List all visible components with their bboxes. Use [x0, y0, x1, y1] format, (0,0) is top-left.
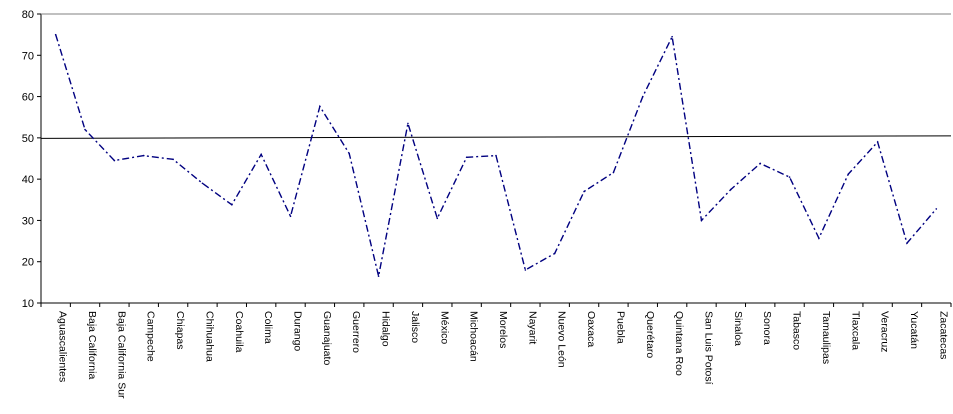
- category-label: Colima: [262, 311, 274, 344]
- data-point: [260, 153, 262, 156]
- data-point: [730, 188, 732, 191]
- data-point: [818, 237, 820, 239]
- category-label: Quintana Roo: [673, 311, 685, 376]
- y-axis: 10 20 30 40 50 60 70 80: [22, 9, 951, 310]
- data-point: [583, 190, 585, 193]
- data-point: [84, 128, 86, 131]
- y-tick-label: 80: [22, 9, 34, 21]
- data-point: [553, 252, 556, 255]
- category-label: Zacatecas: [937, 311, 949, 359]
- data-point: [935, 208, 938, 210]
- y-tick-label: 30: [22, 215, 34, 227]
- category-label: Campeche: [145, 311, 157, 362]
- series-group: [54, 33, 938, 277]
- category-labels: Aguascalientes Baja California Baja Califo…: [57, 311, 950, 399]
- category-label: Sinaloa: [732, 311, 744, 346]
- category-label: Hidalgo: [380, 311, 392, 347]
- category-label: Nayarit: [526, 311, 538, 344]
- data-point: [700, 219, 703, 222]
- data-point: [847, 173, 850, 175]
- data-point: [348, 152, 351, 155]
- category-label: Tamaulipas: [820, 311, 832, 364]
- category-label: Guanajuato: [321, 311, 333, 365]
- reference-line: [40, 135, 952, 139]
- data-point: [377, 275, 380, 277]
- data-point: [54, 33, 57, 36]
- category-label: Chihuahua: [203, 311, 215, 362]
- category-label: Morelos: [497, 311, 509, 348]
- category-label: México: [438, 311, 450, 344]
- category-label: Sonora: [761, 311, 773, 345]
- data-point: [319, 105, 321, 108]
- data-point: [289, 215, 292, 218]
- data-point: [524, 269, 527, 271]
- x-axis: [40, 302, 952, 307]
- category-label: Chiapas: [174, 311, 186, 350]
- data-point: [172, 158, 174, 161]
- y-tick-label: 20: [22, 257, 34, 269]
- y-tick-label: 60: [22, 92, 34, 104]
- category-label: Guerrero: [350, 311, 362, 353]
- data-point: [495, 154, 497, 157]
- category-label: Veracruz: [879, 311, 891, 352]
- data-point: [142, 154, 145, 157]
- data-point: [759, 162, 761, 165]
- data-point: [612, 171, 615, 174]
- data-point: [906, 242, 908, 244]
- y-tick-label: 40: [22, 174, 34, 186]
- data-point: [436, 217, 439, 220]
- data-point: [641, 95, 644, 98]
- category-label: Jalisco: [409, 311, 421, 343]
- data-point: [465, 156, 468, 159]
- data-point: [201, 182, 204, 185]
- data-point: [671, 35, 673, 38]
- data-point: [407, 122, 409, 125]
- reference-line-group: [40, 135, 952, 139]
- category-label: Yucatán: [908, 311, 920, 349]
- category-label: Querétaro: [644, 311, 656, 358]
- y-tick-label: 70: [22, 50, 34, 62]
- data-point: [876, 141, 879, 143]
- category-label: Baja California Sur: [115, 311, 127, 399]
- category-label: San Luis Potosí: [702, 311, 714, 385]
- category-label: Nuevo León: [556, 311, 568, 368]
- category-label: Puebla: [614, 311, 626, 344]
- category-label: Coahuila: [233, 311, 245, 353]
- category-label: Michoacán: [468, 311, 480, 362]
- category-label: Aguascalientes: [57, 311, 69, 382]
- category-label: Tabasco: [791, 311, 803, 350]
- category-label: Tlaxcala: [849, 311, 861, 350]
- data-point: [113, 159, 116, 162]
- y-tick-label: 50: [22, 133, 34, 145]
- data-point: [788, 176, 791, 178]
- category-label: Oaxaca: [585, 311, 597, 347]
- category-label: Baja California: [86, 311, 98, 379]
- category-label: Durango: [292, 311, 304, 351]
- y-tick-label: 10: [22, 298, 34, 310]
- data-point: [231, 203, 233, 206]
